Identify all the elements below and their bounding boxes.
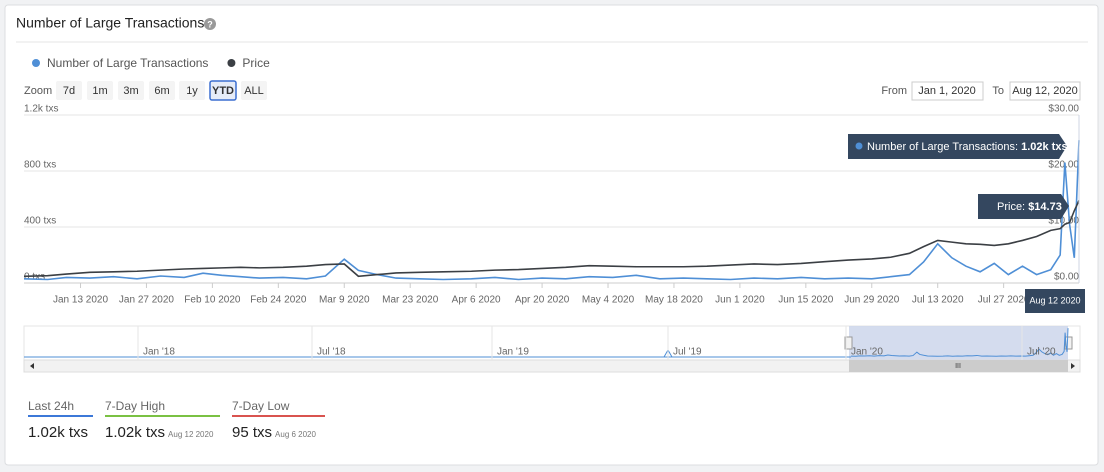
stat-value: 1.02k txs [105,424,165,441]
zoom-button[interactable] [118,81,144,100]
x-tick-label: Apr 6 2020 [452,295,501,306]
y-tick-label: 400 txs [24,216,56,227]
navigator: III Jan '18 Jul '18 Jan '19 Jul '19 Jan '20 J… [23,325,1081,373]
scrollbar-thumb[interactable] [849,360,1068,372]
tooltips: Number of Large Transactions: 1.02k txs P… [848,115,1085,313]
tooltip-label: Number of Large Transactions: [867,141,1021,153]
navigator-line [850,328,1069,357]
x-tick-label: Jun 29 2020 [844,295,899,306]
to-input[interactable] [1009,81,1081,101]
from-label: From [881,85,907,97]
x-tick-label: Jan 27 2020 [119,295,174,306]
x-tick-label: Jul 13 2020 [912,295,964,306]
from-input[interactable] [911,81,984,101]
x-tick-label: Mar 9 2020 [319,295,370,306]
card [4,4,1099,466]
x-tick-label: Jul 27 2020 [978,295,1030,306]
zoom-buttons: 7d 1m 3m 6m 1y YTD ALL [56,80,267,101]
scrollbar-track[interactable] [23,359,1081,373]
zoom-label[interactable]: 6m [154,85,169,97]
navigator-label: Jul '20 [1027,347,1056,358]
legend: Number of Large Transactions Price [32,56,270,70]
x-tick-label: Feb 24 2020 [250,295,307,306]
tooltip-dot [855,142,863,150]
zoom-button[interactable] [179,81,205,100]
tooltip-value: $14.73 [1028,201,1062,213]
x-tick-label: Jun 1 2020 [715,295,765,306]
navigator-label: Jul '18 [317,347,346,358]
zoom-button[interactable] [241,81,267,100]
tooltip-text: Number of Large Transactions: 1.02k txs [867,141,1068,153]
series-line [23,200,1080,278]
y-tick-label: 0 txs [24,272,45,283]
title: Number of Large Transactions [16,15,204,31]
x-tick-label: Feb 10 2020 [184,295,241,306]
zoom-button[interactable] [56,81,82,100]
date-label: Aug 12 2020 [1029,295,1080,305]
zoom-label[interactable]: 3m [123,85,138,97]
x-tick-label: Jun 15 2020 [778,295,833,306]
stat-label: 7-Day High [105,399,165,413]
tooltip-label: Price: [997,201,1028,213]
navigator-selection[interactable] [849,326,1068,360]
to-value[interactable]: Aug 12, 2020 [1012,85,1077,97]
date-box [1025,289,1085,313]
help-mark[interactable]: ? [207,19,213,29]
scrollbar-grip[interactable]: III [955,363,961,370]
navigator-label: Jan '18 [143,347,175,358]
zoom-button[interactable] [87,81,113,100]
zoom-label[interactable]: YTD [212,85,234,97]
stat-value: 95 txs [232,424,272,441]
tooltip-box [978,194,1069,219]
zoom-label[interactable]: ALL [244,85,264,97]
y-tick-label: 1.2k txs [24,104,58,115]
x-tick-label: May 4 2020 [582,295,635,306]
tooltip-box [848,134,1067,159]
plot: 0 txs 400 txs 800 txs 1.2k txs $0.00 $10.00 $2… [23,104,1080,306]
legend-label[interactable]: Number of Large Transactions [47,56,208,70]
help-icon[interactable] [204,18,216,30]
legend-swatch[interactable] [32,59,40,67]
navigator-handle[interactable] [844,336,853,350]
x-tick-label: May 18 2020 [645,295,703,306]
navigator-label: Jan '19 [497,347,529,358]
series-line [23,140,1080,281]
legend-swatch[interactable] [227,59,236,67]
stat-date: Aug 6 2020 [275,430,316,439]
x-tick-label: Mar 23 2020 [382,295,439,306]
zoom-label[interactable]: 1y [186,85,198,97]
stat-label: Last 24h [28,399,74,413]
legend-label[interactable]: Price [242,56,270,70]
zoom-label: Zoom [24,85,52,97]
y2-tick-label: $10.00 [1048,216,1079,227]
x-tick-label: Apr 20 2020 [515,295,570,306]
y2-tick-label: $30.00 [1048,104,1079,115]
y2-tick-label: $0.00 [1054,272,1079,283]
zoom-label[interactable]: 1m [92,85,107,97]
stat-date: Aug 12 2020 [168,430,214,439]
zoom-button[interactable] [209,80,237,101]
zoom-label[interactable]: 7d [63,85,75,97]
navigator-label: Jul '19 [673,347,702,358]
tooltip-value: 1.02k txs [1021,141,1067,153]
stat-label: 7-Day Low [232,399,290,413]
zoom-button[interactable] [149,81,175,100]
stat-value: 1.02k txs [28,424,88,441]
tooltip-text: Price: $14.73 [997,201,1062,213]
x-tick-label: Jan 13 2020 [53,295,108,306]
scroll-left[interactable] [30,363,34,369]
from-value[interactable]: Jan 1, 2020 [918,85,976,97]
to-label: To [992,85,1004,97]
scroll-right[interactable] [1071,363,1075,369]
y2-tick-label: $20.00 [1048,160,1079,171]
navigator-label: Jan '20 [851,347,883,358]
y-tick-label: 800 txs [24,160,56,171]
